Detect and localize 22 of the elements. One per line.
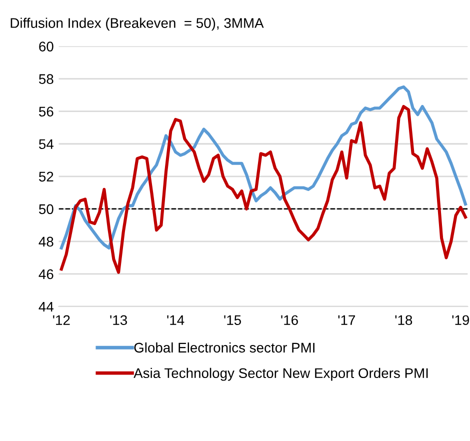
line-series	[60, 85, 467, 250]
x-tick-label: '17	[338, 315, 356, 325]
y-tick-label: 50	[38, 204, 54, 214]
x-tick-label: '15	[224, 315, 241, 326]
x-tick-label: '12	[53, 315, 70, 325]
legend-label: Global Electronics sector PMI	[134, 342, 314, 353]
y-tick-label: 54	[38, 139, 54, 150]
y-tick-label: 60	[39, 42, 54, 52]
y-tick-label: 52	[38, 172, 54, 182]
y-axis-title: Diffusion Index (Breakeven = 50), 3MMA	[10, 18, 264, 31]
x-tick-label: '19	[452, 315, 470, 326]
y-tick-label: 46	[38, 269, 54, 280]
y-tick-label: 56	[38, 106, 54, 117]
x-tick-label: '16	[281, 315, 298, 326]
y-tick-label: 48	[38, 236, 54, 247]
x-tick-label: '14	[167, 315, 184, 325]
y-tick-label: 44	[38, 302, 54, 312]
y-tick-label: 58	[38, 74, 54, 84]
line-series	[60, 104, 467, 274]
legend-label: Asia Technology Sector New Export Orders PMI	[134, 368, 428, 381]
x-tick-label: '13	[110, 315, 127, 326]
x-tick-label: '18	[395, 315, 412, 326]
